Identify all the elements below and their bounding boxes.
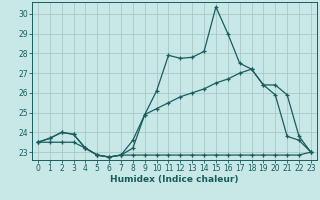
X-axis label: Humidex (Indice chaleur): Humidex (Indice chaleur): [110, 175, 239, 184]
